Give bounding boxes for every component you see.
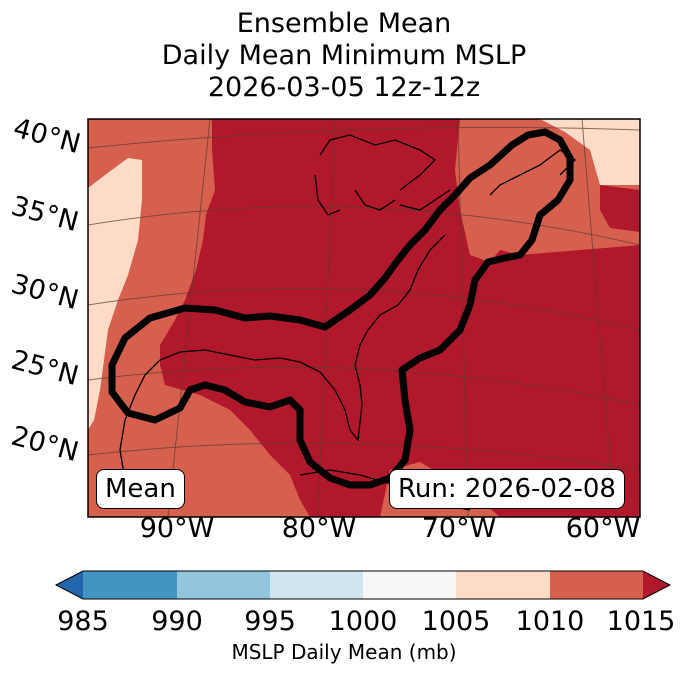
pressure-field: [88, 119, 640, 517]
colorbar-min-extend: [56, 571, 83, 599]
colorbar-bin-1005-1010: [456, 571, 550, 599]
lon-label-70: 70°W: [421, 513, 497, 544]
contour-line: [108, 128, 574, 489]
colorbar-tick-985: 985: [57, 606, 109, 637]
map-frame: [87, 118, 641, 518]
title-line-2: Daily Mean Minimum MSLP: [161, 40, 527, 71]
colorbar: [54, 570, 672, 600]
run-date-box: Run: 2026-02-08: [389, 469, 625, 509]
title-line-3: 2026-03-05 12z-12z: [207, 72, 481, 103]
mean-label-box: Mean: [96, 469, 185, 509]
colorbar-bin-985-990: [83, 571, 177, 599]
colorbar-tick-1015: 1015: [606, 606, 676, 637]
colorbar-bin-990-995: [177, 571, 270, 599]
colorbar-tick-995: 995: [244, 606, 296, 637]
colorbar-tick-1000: 1000: [328, 606, 398, 637]
lon-label-80: 80°W: [281, 513, 357, 544]
colorbar-outline: [54, 570, 672, 600]
field-1005-west: [88, 158, 142, 430]
colorbar-tick-1005: 1005: [421, 606, 491, 637]
colorbar-label: MSLP Daily Mean (mb): [231, 640, 457, 664]
colorbar-bin-1010-1015: [550, 571, 643, 599]
colorbar-bin-995-1000: [270, 571, 363, 599]
lon-label-60: 60°W: [565, 513, 641, 544]
field-1005-northeast: [540, 119, 640, 185]
colorbar-max-extend: [643, 571, 670, 599]
colorbar-bin-1000-1005: [363, 571, 456, 599]
lon-label-90: 90°W: [139, 513, 215, 544]
colorbar-tick-990: 990: [151, 606, 203, 637]
graticule: [88, 119, 640, 517]
title-line-1: Ensemble Mean: [236, 8, 452, 39]
colorbar-tick-1010: 1010: [515, 606, 585, 637]
